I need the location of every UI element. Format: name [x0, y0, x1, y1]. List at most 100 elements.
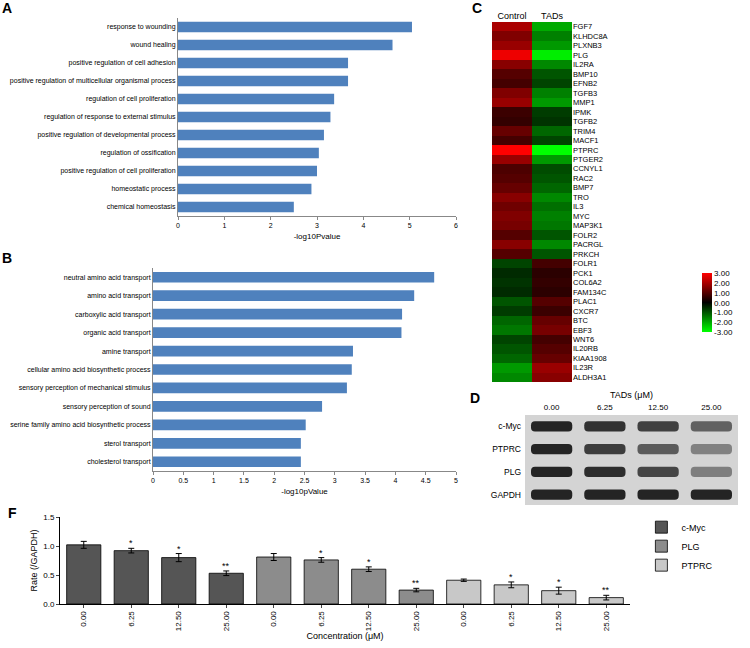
- svg-text:12.50: 12.50: [554, 611, 563, 632]
- svg-text:3.00: 3.00: [714, 269, 730, 278]
- svg-text:1.0: 1.0: [43, 542, 55, 551]
- svg-text:amino acid transport: amino acid transport: [87, 292, 150, 300]
- svg-text:Concentration (μM): Concentration (μM): [306, 631, 383, 641]
- svg-text:TRO: TRO: [573, 193, 589, 202]
- svg-text:CCNYL1: CCNYL1: [573, 164, 603, 173]
- svg-text:0.00: 0.00: [544, 403, 560, 412]
- svg-text:0.0: 0.0: [43, 600, 55, 609]
- svg-text:IL3: IL3: [573, 202, 583, 211]
- svg-text:KIAA1908: KIAA1908: [573, 354, 607, 363]
- svg-text:PLG: PLG: [573, 51, 588, 60]
- svg-text:GAPDH: GAPDH: [491, 490, 521, 500]
- svg-text:PLG: PLG: [681, 542, 699, 552]
- svg-text:cholesterol transport: cholesterol transport: [87, 458, 150, 466]
- svg-text:1: 1: [222, 222, 226, 229]
- svg-text:PLG: PLG: [504, 467, 521, 477]
- svg-text:MYC: MYC: [573, 212, 590, 221]
- svg-text:*: *: [177, 544, 181, 554]
- svg-text:12.50: 12.50: [648, 403, 669, 412]
- svg-text:RAC2: RAC2: [573, 174, 593, 183]
- svg-text:5: 5: [454, 477, 458, 484]
- svg-text:Control: Control: [497, 11, 526, 21]
- svg-text:0.5: 0.5: [178, 477, 188, 484]
- svg-text:BTC: BTC: [573, 316, 589, 325]
- svg-text:BMP10: BMP10: [573, 70, 598, 79]
- svg-text:6.25: 6.25: [597, 403, 613, 412]
- svg-text:homeostatic process: homeostatic process: [111, 185, 176, 193]
- svg-text:25.00: 25.00: [222, 611, 231, 632]
- svg-text:carboxylic acid transport: carboxylic acid transport: [75, 311, 151, 319]
- svg-text:FOLR2: FOLR2: [573, 231, 597, 240]
- svg-text:wound healing: wound healing: [129, 41, 175, 49]
- svg-text:BMP7: BMP7: [573, 183, 593, 192]
- svg-text:*: *: [557, 577, 561, 587]
- svg-text:sensory perception of mechanic: sensory perception of mechanical stimulu…: [19, 384, 151, 392]
- svg-text:PCK1: PCK1: [573, 269, 593, 278]
- svg-text:*: *: [129, 538, 133, 548]
- svg-text:IPMK: IPMK: [573, 108, 591, 117]
- svg-text:1.00: 1.00: [714, 289, 730, 298]
- svg-text:0.00: 0.00: [459, 611, 468, 627]
- svg-text:PTPRC: PTPRC: [492, 444, 521, 454]
- svg-text:COL6A2: COL6A2: [573, 278, 602, 287]
- svg-text:EBF3: EBF3: [573, 326, 592, 335]
- svg-text:0.5: 0.5: [43, 571, 55, 580]
- svg-text:MMP1: MMP1: [573, 98, 595, 107]
- svg-text:TGFB2: TGFB2: [573, 117, 597, 126]
- svg-text:0.00: 0.00: [269, 611, 278, 627]
- svg-text:**: **: [602, 585, 610, 595]
- svg-text:4: 4: [361, 222, 365, 229]
- svg-text:2.5: 2.5: [300, 477, 310, 484]
- svg-text:0.00: 0.00: [714, 299, 730, 308]
- svg-text:*: *: [509, 572, 513, 582]
- svg-text:2: 2: [272, 477, 276, 484]
- svg-text:c-Myc: c-Myc: [681, 523, 705, 533]
- svg-text:-log10pValue: -log10pValue: [281, 487, 328, 496]
- svg-text:25.00: 25.00: [602, 611, 611, 632]
- svg-text:6.25: 6.25: [317, 611, 326, 627]
- svg-text:c-Myc: c-Myc: [498, 421, 521, 431]
- svg-text:*: *: [367, 557, 371, 567]
- svg-text:12.50: 12.50: [364, 611, 373, 632]
- svg-text:IL2RA: IL2RA: [573, 60, 594, 69]
- svg-text:response to wounding: response to wounding: [107, 23, 176, 31]
- svg-text:-2.00: -2.00: [714, 318, 733, 327]
- svg-text:-log10Pvalue: -log10Pvalue: [294, 232, 341, 241]
- svg-text:EFNB2: EFNB2: [573, 79, 597, 88]
- svg-text:PTPRC: PTPRC: [681, 561, 712, 571]
- svg-text:TRIM4: TRIM4: [573, 127, 596, 136]
- svg-text:serine family amino acid biosy: serine family amino acid biosynthetic pr…: [10, 421, 151, 429]
- svg-text:positive regulation of develop: positive regulation of developmental pro…: [37, 131, 176, 139]
- svg-text:regulation of cell proliferati: regulation of cell proliferation: [86, 95, 176, 103]
- svg-text:amine transport: amine transport: [102, 348, 151, 356]
- svg-text:5: 5: [408, 222, 412, 229]
- svg-text:MACF1: MACF1: [573, 136, 598, 145]
- svg-text:2: 2: [269, 222, 273, 229]
- svg-text:1.5: 1.5: [239, 477, 249, 484]
- svg-text:cellular amino acid biosynthet: cellular amino acid biosynthetic process: [27, 366, 151, 374]
- svg-text:positive regulation of cell pr: positive regulation of cell proliferatio…: [60, 167, 175, 175]
- svg-text:-1.00: -1.00: [714, 308, 733, 317]
- svg-text:**: **: [412, 578, 420, 588]
- svg-text:4: 4: [393, 477, 397, 484]
- svg-text:0.00: 0.00: [79, 611, 88, 627]
- svg-text:PRKCH: PRKCH: [573, 250, 599, 259]
- svg-text:0: 0: [151, 477, 155, 484]
- svg-text:0: 0: [176, 222, 180, 229]
- svg-text:3: 3: [315, 222, 319, 229]
- svg-text:PACRGL: PACRGL: [573, 240, 603, 249]
- svg-text:*: *: [319, 548, 323, 558]
- svg-text:neutral amino acid transport: neutral amino acid transport: [64, 274, 151, 282]
- svg-text:organic acid transport: organic acid transport: [83, 329, 150, 337]
- svg-text:12.50: 12.50: [174, 611, 183, 632]
- svg-text:Rate (/GAPDH): Rate (/GAPDH): [29, 529, 39, 591]
- svg-text:FGF7: FGF7: [573, 22, 592, 31]
- svg-text:ALDH3A1: ALDH3A1: [573, 373, 606, 382]
- svg-text:TGFB3: TGFB3: [573, 89, 597, 98]
- svg-text:FOLR1: FOLR1: [573, 259, 597, 268]
- svg-text:WNT6: WNT6: [573, 335, 594, 344]
- svg-text:regulation of response to exte: regulation of response to external stimu…: [44, 113, 176, 121]
- svg-text:PLAC1: PLAC1: [573, 297, 597, 306]
- svg-text:positive regulation of cell ad: positive regulation of cell adhesion: [69, 59, 176, 67]
- svg-text:IL20RB: IL20RB: [573, 344, 598, 353]
